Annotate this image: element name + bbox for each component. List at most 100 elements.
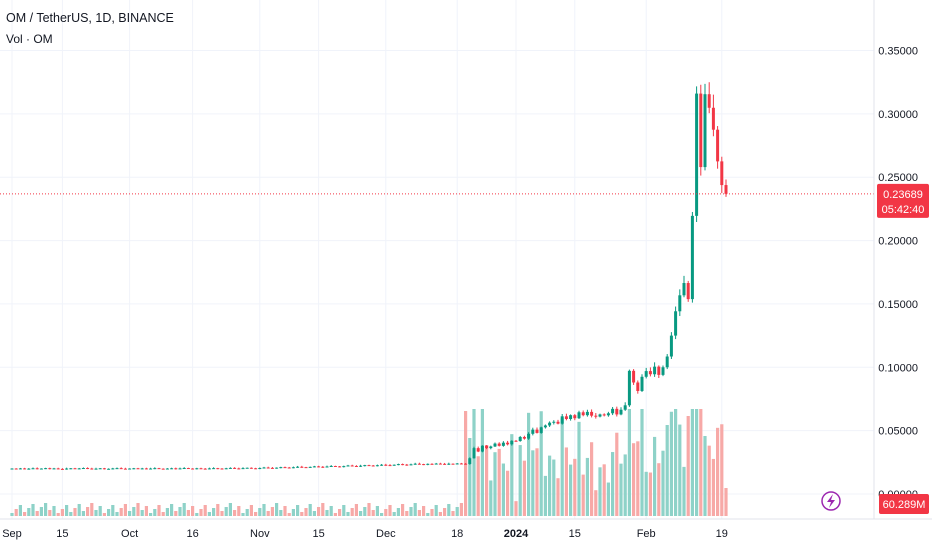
candle-body (128, 468, 132, 470)
volume-bar (174, 511, 178, 516)
volume-bar (52, 506, 56, 516)
volume-bar (573, 458, 577, 516)
symbol-legend[interactable]: OM / TetherUS, 1D, BINANCE (6, 11, 174, 25)
candle-body (56, 468, 60, 470)
candle-body (527, 433, 531, 439)
candle-body (506, 442, 510, 445)
volume-bar (548, 455, 552, 516)
candle-body (69, 468, 73, 470)
volume-bar (212, 508, 216, 516)
volume-bar (665, 425, 669, 516)
volume-bar (640, 409, 644, 516)
candle-body (464, 463, 468, 465)
candle-body (703, 94, 707, 168)
x-tick-label: Oct (121, 528, 138, 540)
candle-body (472, 448, 476, 459)
candle-body (296, 466, 300, 468)
candle-body (388, 465, 392, 467)
volume-bar (619, 463, 623, 516)
volume-bar (220, 511, 224, 516)
volume-bar (161, 512, 165, 516)
candle-body (342, 466, 346, 468)
candle-body (18, 468, 22, 470)
candle-body (170, 468, 174, 470)
candle-body (548, 422, 552, 426)
candle-body (426, 463, 430, 465)
volume-legend[interactable]: Vol · OM (6, 32, 53, 46)
volume-bar (115, 512, 119, 516)
candle-body (119, 468, 123, 470)
candle-body (308, 466, 312, 468)
volume-tag-bg (879, 494, 929, 514)
volume-bar (44, 503, 48, 516)
candle-body (111, 468, 115, 470)
lightning-bolt-icon[interactable] (821, 491, 841, 511)
x-tick-label: Sep (2, 528, 22, 540)
candle-body (90, 468, 94, 470)
candle-body (644, 371, 648, 377)
last-price-tag-bg (877, 183, 929, 218)
candle-body (632, 370, 636, 383)
candle-body (178, 468, 182, 470)
volume-bar (443, 508, 447, 516)
candle-body (438, 463, 442, 465)
candle-body (501, 442, 505, 446)
candle-body (86, 468, 90, 470)
candle-body (270, 467, 274, 469)
candle-body (556, 421, 560, 424)
candle-body (10, 468, 14, 470)
candle-body (569, 415, 573, 419)
candle-body (606, 413, 610, 416)
candle-body (262, 467, 266, 469)
volume-bar (455, 507, 459, 516)
candle-body (674, 311, 678, 336)
volume-bar (371, 510, 375, 516)
volume-bar (678, 424, 682, 516)
candle-body (619, 409, 623, 415)
price-axis[interactable]: 0.35000 0.30000 0.25000 0.20000 0.15000 0.100… (878, 46, 918, 502)
candle-body (140, 468, 144, 470)
candle-body (627, 370, 631, 406)
candle-body (531, 429, 535, 434)
y-tick-label: 0.05000 (878, 426, 918, 438)
countdown-timer: 05:42:40 (882, 204, 925, 216)
candle-body (686, 283, 690, 300)
volume-bar (401, 504, 405, 516)
volume-bar (191, 506, 195, 516)
volume-bar (472, 409, 476, 516)
candle-body (275, 467, 279, 469)
candle-body (720, 161, 724, 186)
candle-body (195, 468, 199, 470)
volume-bar (724, 488, 728, 516)
candle-body (23, 468, 27, 470)
volume-bar (493, 452, 497, 516)
candle-body (585, 411, 589, 416)
volume-bar (69, 512, 73, 516)
x-tick-label: Dec (376, 528, 396, 540)
candle-body (669, 335, 673, 357)
volume-bar (283, 506, 287, 516)
volume-bar (690, 409, 694, 516)
candle-body (44, 468, 48, 470)
candle-body (325, 466, 329, 468)
volume-bar (199, 509, 203, 516)
candle-body (94, 468, 98, 470)
volume-bar (552, 459, 556, 516)
candle-body (489, 446, 493, 449)
volume-bar (144, 506, 148, 516)
volume-bar (228, 503, 232, 516)
volume-bar (254, 512, 258, 516)
candle-body (564, 416, 568, 419)
volume-bar (86, 507, 90, 516)
volume-bar (186, 510, 190, 516)
candle-body (266, 467, 270, 469)
volume-bar (611, 452, 615, 516)
candle-body (514, 440, 518, 442)
x-tick-label: 18 (451, 528, 463, 540)
volume-bar (128, 511, 132, 516)
candle-body (77, 468, 81, 470)
y-tick-label: 0.15000 (878, 299, 918, 311)
